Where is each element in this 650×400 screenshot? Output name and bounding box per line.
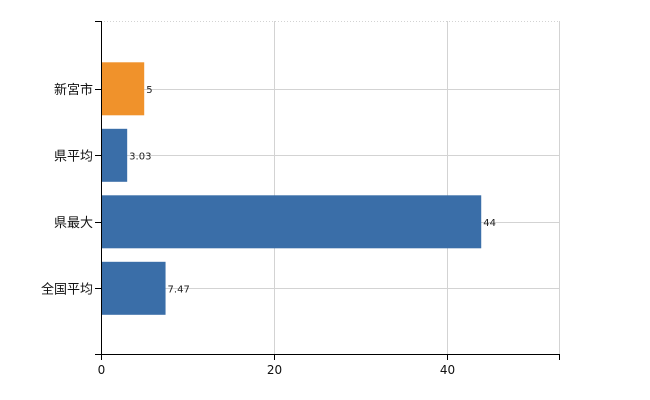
axes <box>95 21 560 360</box>
value-label: 44 <box>483 218 496 229</box>
value-label: 3.03 <box>129 151 151 162</box>
category-label: 県最大 <box>54 216 93 231</box>
x-tick-label: 40 <box>440 363 455 377</box>
value-label: 7.47 <box>168 284 190 295</box>
bar-2 <box>101 128 128 182</box>
labels: 5 新宮市 3.03 県平均 44 県最大 7.47 全国平均 0 20 40 <box>41 82 496 377</box>
category-label: 全国平均 <box>41 281 93 297</box>
bars <box>101 62 482 315</box>
bar-1 <box>101 62 145 116</box>
category-label: 新宮市 <box>54 82 93 98</box>
value-label: 5 <box>146 85 152 96</box>
category-label: 県平均 <box>54 149 93 164</box>
x-tick-label: 0 <box>98 363 106 377</box>
grid-lines <box>101 21 560 354</box>
bar-3 <box>101 195 482 249</box>
bar-4 <box>101 261 166 315</box>
x-tick-label: 20 <box>267 363 282 377</box>
